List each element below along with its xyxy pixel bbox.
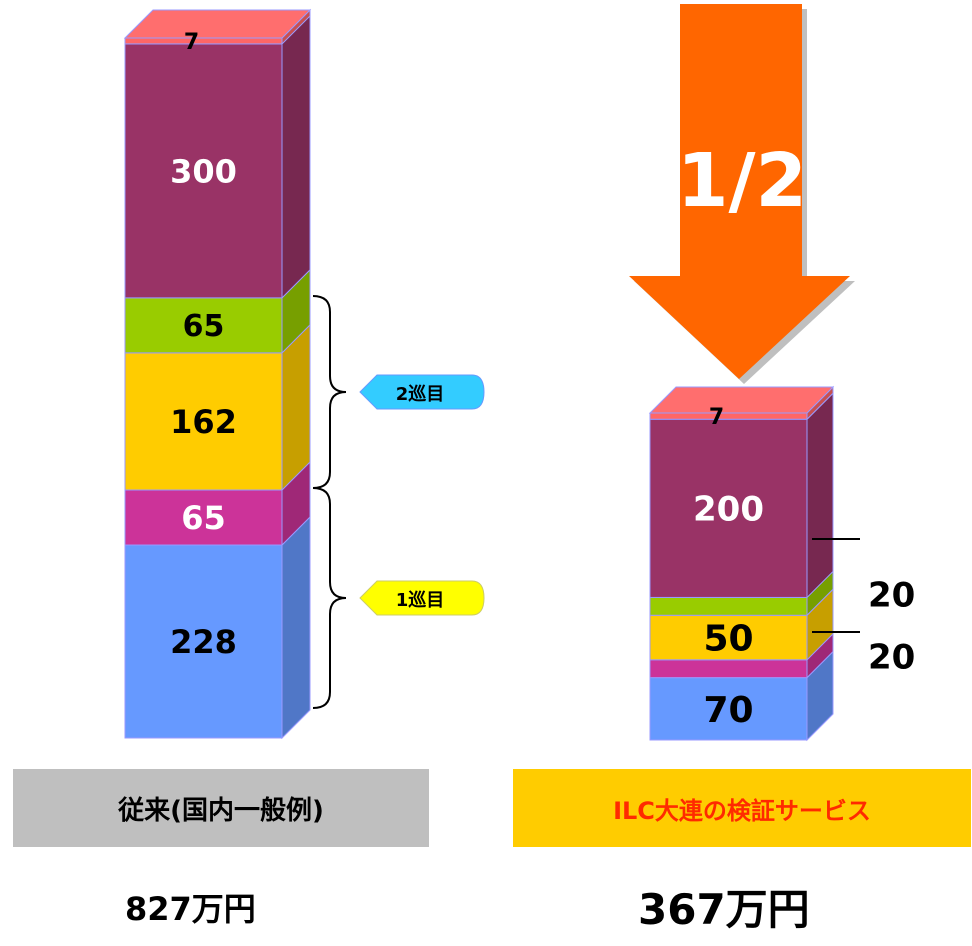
round1-brace <box>312 487 347 709</box>
bar-segment-side <box>281 14 311 300</box>
stack-conventional: 228 65 162 65 300 7 <box>123 8 312 740</box>
conventional-caption: 従来(国内一般例) <box>13 769 429 847</box>
bar-segment <box>124 544 283 739</box>
bar-segment <box>124 297 283 354</box>
segment-value-label: 20 <box>868 575 915 615</box>
segment-value-label: 65 <box>183 309 225 344</box>
segment-value-label: 7 <box>709 405 724 430</box>
ilc-caption: ILC大連の検証サービス <box>513 769 971 847</box>
round1-badge: 1巡目 <box>359 580 485 616</box>
bar-segment <box>649 596 808 616</box>
bar-top-face <box>123 9 312 39</box>
round2-brace <box>312 295 347 489</box>
bar-segment-side <box>281 515 311 740</box>
bar-segment <box>649 614 808 661</box>
bar-top-face <box>648 386 835 414</box>
segment-value-label: 7 <box>184 30 199 55</box>
bar-segment <box>649 418 808 598</box>
round1-label: 1巡目 <box>396 590 445 611</box>
segment-value-label: 20 <box>868 638 915 678</box>
round2-badge-shape <box>359 374 485 410</box>
bar-segment <box>124 352 283 491</box>
bar-segment <box>649 659 808 679</box>
bar-segment-side <box>806 392 834 599</box>
segment-value-label: 200 <box>693 490 764 530</box>
reduction-ratio-label: 1/2 <box>677 138 807 224</box>
segment-value-label: 228 <box>170 623 237 661</box>
conventional-total: 827万円 <box>125 890 256 928</box>
bar-segment <box>649 677 808 741</box>
round1-badge-shape <box>359 580 485 616</box>
segment-value-label: 70 <box>703 690 753 731</box>
round2-badge: 2巡目 <box>359 374 485 410</box>
segment-value-label: 300 <box>170 152 237 190</box>
bar-segment <box>124 43 283 299</box>
ilc-total: 367万円 <box>638 885 810 934</box>
segment-value-label: 65 <box>181 499 226 537</box>
segment-value-label: 162 <box>170 403 237 441</box>
segment-value-label: 50 <box>703 618 753 659</box>
reduction-arrow: 1/2 <box>629 4 855 384</box>
stack-ilc: 70 20 50 20 200 7 <box>648 385 915 742</box>
bar-segment <box>649 412 808 420</box>
bar-segment <box>124 37 283 45</box>
bar-segment-side <box>281 323 311 492</box>
round2-label: 2巡目 <box>396 384 445 405</box>
reduction-arrow-body <box>629 4 850 379</box>
